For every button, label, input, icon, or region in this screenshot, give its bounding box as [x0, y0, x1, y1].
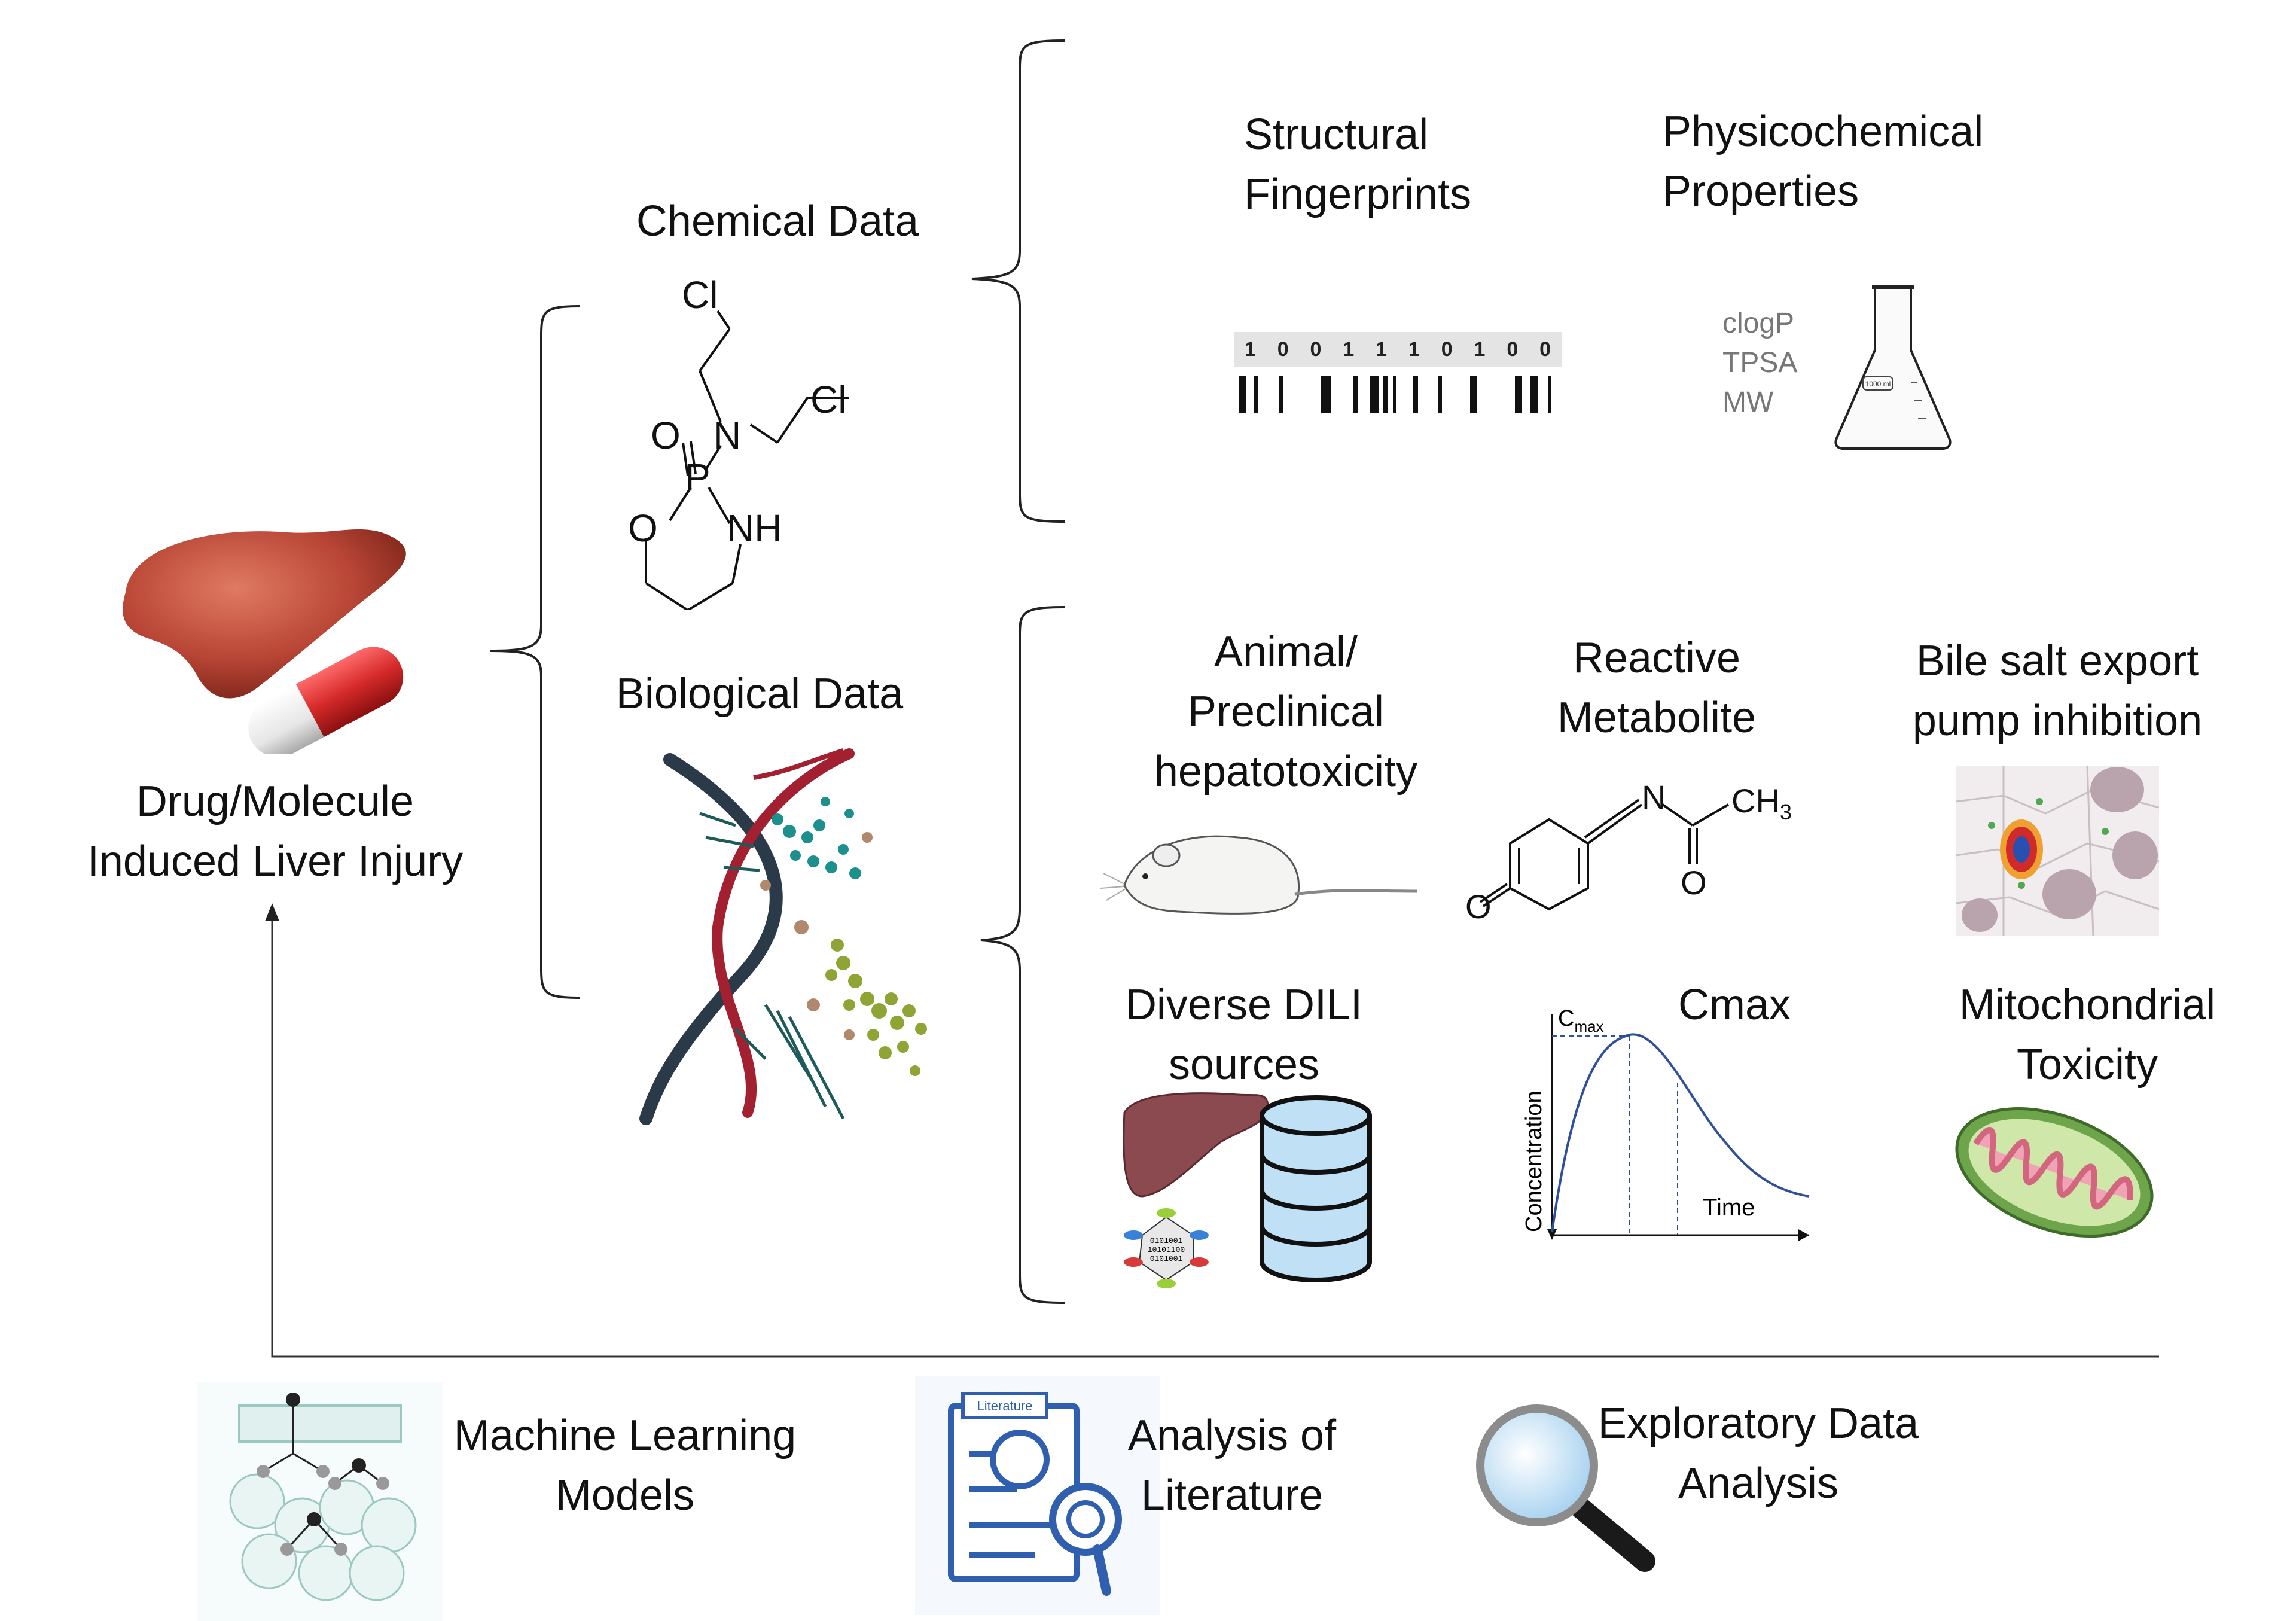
- eda-label: Exploratory Data Analysis: [1597, 1400, 1919, 1507]
- literature-analysis-icon: Literature: [915, 1376, 1160, 1615]
- chemical-data-title: Chemical Data: [636, 197, 919, 245]
- fingerprint-bit: 0: [1277, 337, 1289, 361]
- atom-o-ring: O: [628, 507, 658, 550]
- mitochondrial-toxicity-label: Mitochondrial Toxicity: [1959, 981, 2216, 1089]
- liver-icon: [1123, 1092, 1269, 1198]
- fingerprint-bits-row: 1 0 0 1 1 1 0 1 0 0: [1234, 332, 1562, 367]
- atom-o-quinone: O: [1465, 888, 1492, 925]
- flask-icon: 1000 ml: [1834, 285, 1952, 450]
- binary-network-icon: 0101001 10101100 0101001: [1124, 1208, 1209, 1288]
- atom-ch3: CH3: [1731, 782, 1792, 824]
- dili-database-icon: 0101001 10101100 0101001: [1123, 1092, 1372, 1288]
- fingerprint-bit: 1: [1474, 337, 1486, 361]
- svg-text:10101100: 10101100: [1148, 1245, 1185, 1254]
- napqi-structure: N CH3 O O: [1465, 778, 1792, 925]
- bsep-inhibition-label: Bile salt export pump inhibition: [1912, 637, 2203, 745]
- fingerprint-bit: 0: [1441, 337, 1453, 361]
- reactive-metabolite-label: Reactive Metabolite: [1557, 634, 1757, 742]
- fingerprint-bit: 0: [1539, 337, 1551, 361]
- feedback-line: [271, 918, 2159, 1358]
- prop-mw: MW: [1722, 386, 1774, 418]
- literature-label: Analysis of Literature: [1127, 1412, 1337, 1519]
- prop-tpsa: TPSA: [1722, 347, 1798, 379]
- svg-text:0101001: 0101001: [1150, 1254, 1183, 1263]
- database-icon: [1260, 1095, 1372, 1282]
- cmax-label: Cmax: [1678, 981, 1791, 1029]
- pk-y-label: Concentration: [1521, 1090, 1547, 1232]
- fingerprint-bit: 0: [1507, 337, 1519, 361]
- fingerprint-bit: 0: [1310, 337, 1322, 361]
- biological-data-title: Biological Data: [615, 670, 904, 718]
- barcode-icon: [1234, 376, 1562, 413]
- ml-model-icon: [197, 1382, 443, 1621]
- prop-clogp: clogP: [1722, 307, 1795, 339]
- atom-cl-2: Cl: [810, 378, 846, 421]
- atom-n: N: [1642, 778, 1666, 816]
- rat-icon: [1100, 835, 1418, 915]
- physicochemical-label: Physicochemical Properties: [1663, 108, 1984, 215]
- ml-models-label: Machine Learning Models: [453, 1412, 797, 1519]
- root-label: Drug/Molecule Induced Liver Injury: [87, 778, 464, 885]
- brace-biological: [980, 606, 1065, 1304]
- brace-main: [490, 305, 581, 999]
- pk-curve: [1551, 1033, 1810, 1233]
- pk-x-label: Time: [1703, 1195, 1755, 1221]
- cyclophosphamide-structure: Cl Cl O N P O NH: [628, 273, 849, 610]
- mitochondrion-icon: [1955, 1107, 2154, 1238]
- fingerprint-bit: 1: [1343, 337, 1355, 361]
- literature-tag: Literature: [977, 1398, 1033, 1413]
- animal-hepatotoxicity-label: Animal/ Preclinical hepatotoxicity: [1154, 628, 1418, 796]
- liver-pill-illustration: [123, 529, 406, 754]
- cmax-annotation: Cmax: [1558, 1006, 1604, 1035]
- feedback-arrowhead: [265, 903, 279, 921]
- fingerprint-bit: 1: [1244, 337, 1256, 361]
- dili-sources-label: Diverse DILI sources: [1125, 981, 1363, 1089]
- svg-text:0101001: 0101001: [1150, 1236, 1183, 1245]
- atom-nh: NH: [727, 507, 782, 550]
- brace-chemical: [971, 39, 1065, 523]
- particle-cluster-olive: [825, 939, 927, 1076]
- atom-o-carbonyl: O: [1681, 864, 1707, 901]
- flask-volume-label: 1000 ml: [1865, 380, 1891, 388]
- dna-illustration: [639, 748, 927, 1125]
- pk-curve-chart: Cmax Time Concentration: [1521, 1006, 1810, 1241]
- fingerprint-bit: 1: [1376, 337, 1388, 361]
- atom-o-double: O: [651, 414, 681, 457]
- atom-p: P: [685, 456, 711, 499]
- fingerprint-bit: 1: [1408, 337, 1420, 361]
- structural-fingerprints-label: Structural Fingerprints: [1244, 111, 1472, 218]
- atom-n: N: [714, 414, 741, 457]
- particle-cluster-teal: [772, 797, 861, 879]
- hepatocyte-cells-icon: [1956, 766, 2159, 936]
- magnifier-icon: [1476, 1404, 1655, 1572]
- liver-icon: [123, 529, 406, 699]
- capsule-icon: [248, 647, 404, 754]
- atom-cl-1: Cl: [682, 273, 718, 316]
